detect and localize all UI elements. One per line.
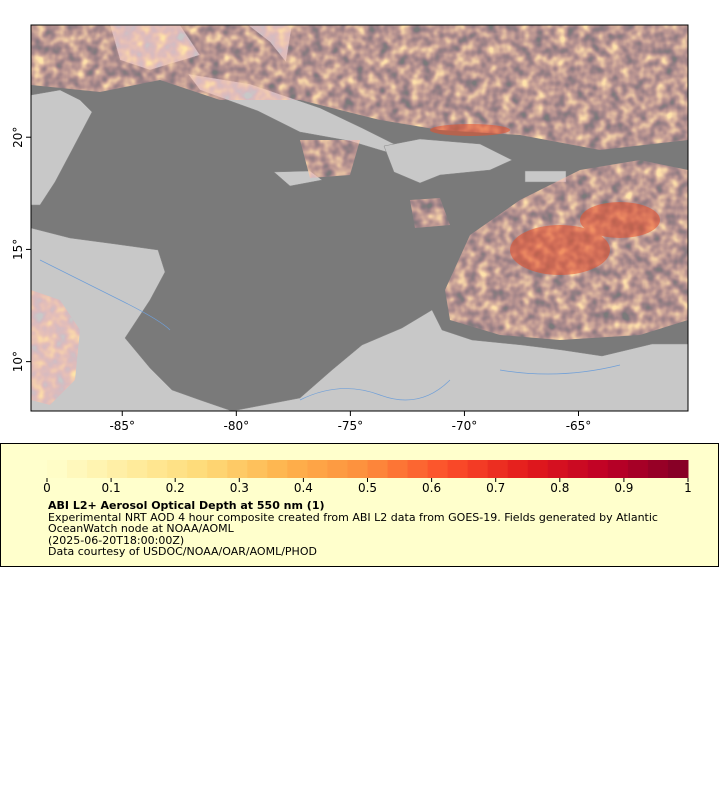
colorbar-tick-label: 0.8 <box>550 481 569 495</box>
map-figure: -85° -80° -75° -70° -65° 10° 15° 20° 0 0.1 0.2 0.3 0… <box>0 24 719 567</box>
y-tick-label: 10° <box>11 351 25 372</box>
colorbar-swatch <box>227 460 248 478</box>
legend-time: (2025-06-20T18:00:00Z) <box>48 533 185 547</box>
colorbar-swatch <box>567 460 589 478</box>
colorbar-swatch <box>107 460 128 478</box>
colorbar-swatch <box>187 460 208 478</box>
colorbar-swatch <box>407 460 429 478</box>
x-tick-label: -65° <box>566 419 592 433</box>
colorbar-swatch <box>247 460 268 478</box>
colorbar-swatch <box>147 460 168 478</box>
colorbar-swatch <box>527 460 549 478</box>
colorbar-swatch <box>87 460 108 478</box>
colorbar-tick-label: 0.5 <box>358 481 377 495</box>
legend-text: ABI L2+ Aerosol Optical Depth at 550 nm … <box>48 500 688 558</box>
colorbar-swatch <box>587 460 609 478</box>
colorbar-tick-label: 0.1 <box>102 481 121 495</box>
colorbar-tick-label: 0.6 <box>422 481 441 495</box>
colorbar-swatch <box>647 460 669 478</box>
colorbar-tick-label: 0.7 <box>486 481 505 495</box>
colorbar-tick-label: 0.4 <box>294 481 313 495</box>
colorbar-swatch <box>307 460 328 478</box>
colorbar-swatch <box>267 460 288 478</box>
x-tick-label: -75° <box>338 419 364 433</box>
colorbar-swatch <box>507 460 529 478</box>
x-tick-label: -85° <box>109 419 135 433</box>
colorbar-swatch <box>447 460 469 478</box>
colorbar-tick-label: 0.9 <box>614 481 633 495</box>
colorbar-swatch <box>207 460 228 478</box>
map-frame <box>30 24 689 412</box>
x-tick-label: -70° <box>452 419 478 433</box>
colorbar-tick-label: 0 <box>43 481 51 495</box>
y-tick-label: 20° <box>11 127 25 148</box>
colorbar-swatch <box>167 460 188 478</box>
legend-credit: Data courtesy of USDOC/NOAA/OAR/AOML/PHO… <box>48 545 317 558</box>
colorbar-tick-label: 0.2 <box>166 481 185 495</box>
map-area <box>31 25 688 411</box>
colorbar-swatch <box>467 460 489 478</box>
colorbar-swatch <box>627 460 649 478</box>
legend-title: ABI L2+ Aerosol Optical Depth at 550 nm … <box>48 499 325 512</box>
colorbar-swatch <box>47 460 68 478</box>
x-tick-label: -80° <box>224 419 250 433</box>
colorbar-swatch <box>387 460 409 478</box>
colorbar-tick-label: 0.3 <box>230 481 249 495</box>
colorbar-swatch <box>327 460 348 478</box>
aerosol-high <box>430 124 660 275</box>
colorbar-swatch <box>547 460 569 478</box>
legend-description: Experimental NRT AOD 4 hour composite cr… <box>48 510 658 535</box>
colorbar-swatch <box>667 460 689 478</box>
land <box>31 25 688 411</box>
rivers <box>39 259 621 401</box>
colorbar-swatch <box>607 460 629 478</box>
colorbar-tick-label: 1 <box>684 481 692 495</box>
y-tick-label: 15° <box>11 239 25 260</box>
colorbar-swatch <box>367 460 389 478</box>
colorbar-swatch <box>427 460 449 478</box>
colorbar-swatch <box>347 460 368 478</box>
colorbar-swatch <box>487 460 509 478</box>
colorbar-swatch <box>67 460 88 478</box>
colorbar-swatch <box>287 460 308 478</box>
colorbar-swatch <box>127 460 148 478</box>
